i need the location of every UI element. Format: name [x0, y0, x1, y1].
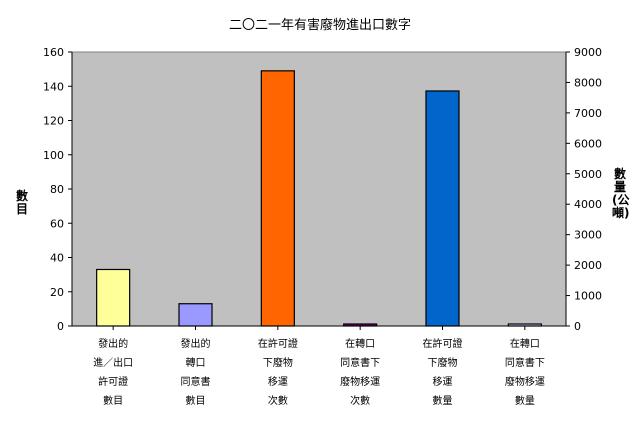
- bar: [178, 303, 213, 327]
- category-label: 在轉口 同意書下 廢物移運 次數: [340, 339, 381, 407]
- right-tick-label: 0: [574, 320, 581, 333]
- left-tick-label: 60: [50, 217, 64, 230]
- plot-area: [71, 51, 567, 327]
- right-tick-label: 6000: [574, 137, 602, 150]
- left-tick-label: 0: [57, 320, 64, 333]
- category-label: 在許可證 下廢物 移運 次數: [257, 339, 298, 407]
- left-tick-label: 140: [43, 80, 64, 93]
- bars: [96, 70, 542, 327]
- left-tick-label: 160: [43, 46, 64, 59]
- right-tick-label: 3000: [574, 229, 602, 242]
- category-label: 在許可證 下廢物 移運 數量: [422, 339, 463, 407]
- chart-title: 二〇二一年有害廢物進出口數字: [228, 18, 411, 33]
- bar: [425, 90, 460, 327]
- right-tick-label: 1000: [574, 290, 602, 303]
- right-tick-label: 2000: [574, 259, 602, 272]
- category-label: 在轉口 同意書下 廢物移運 數量: [504, 339, 545, 407]
- left-tick-label: 40: [50, 252, 64, 265]
- left-tick-label: 20: [50, 286, 64, 299]
- right-tick-label: 5000: [574, 168, 602, 181]
- right-tick-label: 4000: [574, 198, 602, 211]
- category-label: 發出的 轉口 同意書 數目: [180, 339, 211, 407]
- left-axis: 0 20 40 60 80 100 120 140 160: [43, 46, 566, 333]
- right-tick-label: 9000: [574, 46, 602, 59]
- right-axis-title: 數量(公噸): [612, 167, 630, 220]
- left-tick-label: 80: [50, 183, 64, 196]
- bar: [96, 268, 131, 327]
- left-tick-label: 100: [43, 149, 64, 162]
- right-tick-label: 7000: [574, 107, 602, 120]
- left-tick-label: 120: [43, 115, 64, 128]
- category-label: 發出的 進／出口 許可證 數目: [93, 339, 134, 407]
- right-tick-label: 8000: [574, 76, 602, 89]
- left-axis-title: 數目: [15, 189, 28, 216]
- right-axis: 0 1000 2000 3000 4000 5000 6000 7000 8000 9000: [565, 46, 602, 333]
- bar: [260, 70, 295, 327]
